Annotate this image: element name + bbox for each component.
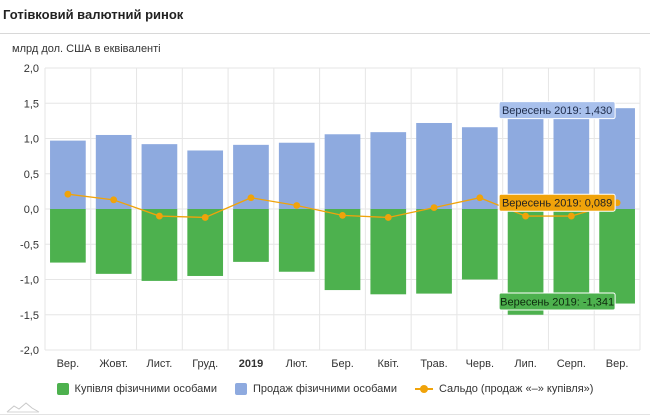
bar-purchase	[553, 209, 590, 303]
legend-label-saldo: Сальдо (продаж «–» купівля»)	[438, 383, 594, 395]
footer-divider	[0, 414, 650, 415]
saldo-point	[110, 196, 118, 204]
legend-label-purchase: Купівля фізичними особами	[74, 383, 217, 395]
y-tick-label: 0,5	[24, 169, 39, 181]
bar-purchase	[141, 209, 178, 281]
x-tick-label: 2019	[239, 358, 263, 370]
bar-purchase	[599, 209, 635, 304]
x-tick-label: Вер.	[606, 358, 629, 370]
bar-sale	[324, 134, 361, 209]
tooltip-box	[498, 193, 616, 212]
x-tick-label: Серп.	[557, 358, 586, 370]
chart-header: Готівковий валютний ринок	[0, 0, 650, 34]
x-tick-label: Жовт.	[99, 358, 128, 370]
y-tick-label: -1,5	[20, 310, 39, 322]
tooltip-box	[498, 101, 616, 120]
legend-label-sale: Продаж фізичними особами	[253, 383, 397, 395]
tooltip-label: Вересень 2019: -1,341	[500, 297, 614, 309]
x-tick-label: Квіт.	[377, 358, 399, 370]
bar-purchase	[416, 209, 452, 294]
y-tick-label: 1,0	[24, 134, 39, 146]
chart-thumbnail-icon	[6, 402, 40, 413]
bar-sale	[553, 110, 590, 209]
chart-legend: Купівля фізичними особами Продаж фізични…	[0, 380, 650, 398]
saldo-point	[522, 212, 529, 220]
bar-purchase	[233, 209, 269, 262]
x-tick-label: Черв.	[466, 358, 494, 370]
saldo-point	[201, 214, 209, 221]
x-tick-label: Лют.	[286, 358, 308, 370]
y-tick-label: -0,5	[20, 239, 39, 251]
bar-sale	[507, 110, 544, 209]
x-tick-label: Бер.	[331, 358, 354, 370]
bar-sale	[370, 132, 407, 209]
bar-purchase	[95, 209, 132, 274]
y-axis-title: млрд дол. США в еквіваленті	[12, 43, 161, 55]
x-tick-label: Лист.	[147, 358, 173, 370]
x-tick-label: Груд.	[192, 358, 218, 370]
legend-swatch-sale	[235, 383, 247, 395]
y-tick-label: 2,0	[24, 63, 39, 75]
y-tick-label: -1,0	[20, 275, 39, 287]
y-tick-label: 0,0	[24, 204, 39, 216]
tooltip-label: Вересень 2019: 1,430	[502, 105, 612, 117]
bar-sale	[278, 142, 315, 209]
x-tick-label: Трав.	[420, 358, 447, 370]
chart-canvas: млрд дол. США в еквіваленті 2,0 1,5 1,0 0,5 0…	[12, 43, 641, 370]
legend-item-sale[interactable]: Продаж фізичними особами	[235, 383, 397, 395]
saldo-point	[476, 194, 484, 202]
x-tick-label: Вер.	[57, 358, 80, 370]
tooltip-box	[498, 292, 616, 311]
tooltip-label: Вересень 2019: 0,089	[502, 198, 612, 210]
page-title: Готівковий валютний ринок	[3, 7, 184, 22]
saldo-point	[64, 190, 72, 198]
bar-purchase	[370, 209, 407, 295]
y-tick-label: -2,0	[20, 345, 39, 357]
saldo-point	[293, 202, 301, 209]
bar-sale	[187, 150, 224, 209]
legend-item-saldo[interactable]: Сальдо (продаж «–» купівля»)	[414, 383, 594, 395]
bar-sale	[599, 108, 635, 209]
legend-item-purchase[interactable]: Купівля фізичними особами	[56, 383, 217, 395]
bar-purchase	[324, 209, 361, 291]
legend-swatch-saldo	[414, 383, 433, 395]
saldo-point	[384, 214, 392, 221]
bar-purchase	[461, 209, 498, 280]
saldo-point	[247, 194, 255, 202]
legend-swatch-purchase	[56, 383, 69, 395]
bar-sale	[416, 122, 452, 209]
x-tick-label: Лип.	[514, 358, 536, 370]
saldo-point	[339, 211, 346, 219]
saldo-point	[430, 204, 438, 211]
bar-sale	[141, 144, 178, 209]
bar-purchase	[50, 209, 86, 263]
bar-purchase	[278, 209, 315, 272]
saldo-point	[567, 212, 575, 220]
y-tick-label: 1,5	[24, 98, 39, 110]
saldo-point	[156, 212, 163, 220]
bar-sale	[50, 140, 86, 209]
